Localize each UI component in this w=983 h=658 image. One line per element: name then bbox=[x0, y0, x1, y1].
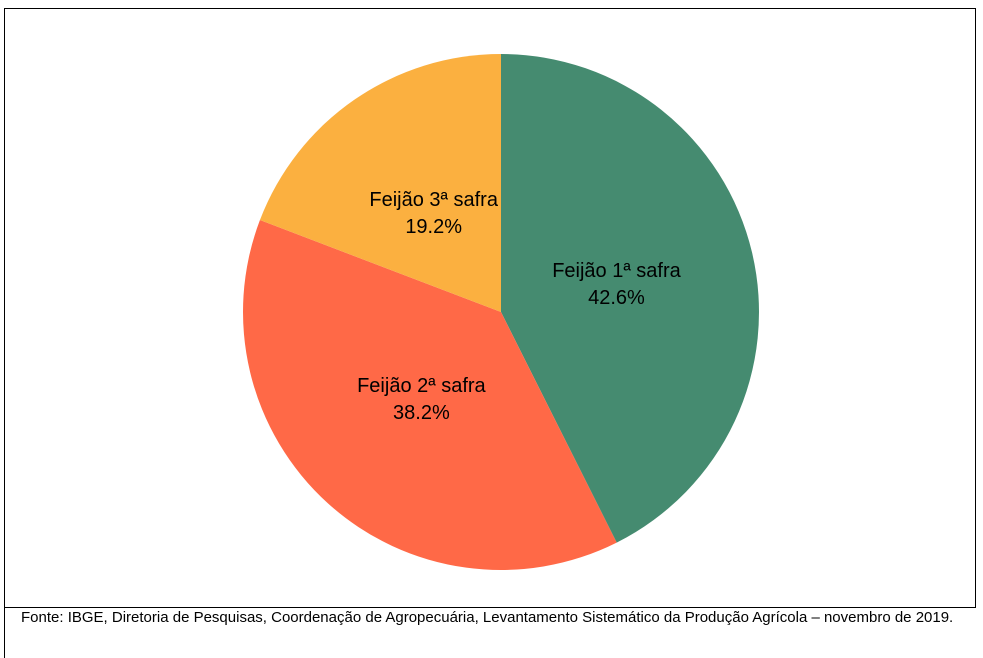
source-note: Fonte: IBGE, Diretoria de Pesquisas, Coo… bbox=[4, 608, 981, 658]
category-label: Feijão 2ª safra bbox=[357, 375, 486, 398]
pie-slice bbox=[243, 220, 617, 571]
value-label: 19.2% bbox=[405, 216, 463, 239]
value-label: 38.2% bbox=[393, 402, 450, 425]
category-label: Feijão 1ª safra bbox=[552, 259, 681, 282]
chart-frame bbox=[4, 8, 976, 608]
slice-label: Feijão 1ª safra 42.6% bbox=[551, 258, 681, 312]
slice-label: Feijão 3ª safra 19.2% bbox=[369, 187, 499, 241]
pie-slice bbox=[259, 54, 501, 312]
value-label: 42.6% bbox=[588, 286, 645, 309]
slice-label: Feijão 2ª safra 38.2% bbox=[356, 373, 486, 427]
chart bbox=[243, 54, 759, 571]
category-label: Feijão 3ª safra bbox=[369, 189, 498, 212]
pie-slice bbox=[501, 54, 759, 543]
